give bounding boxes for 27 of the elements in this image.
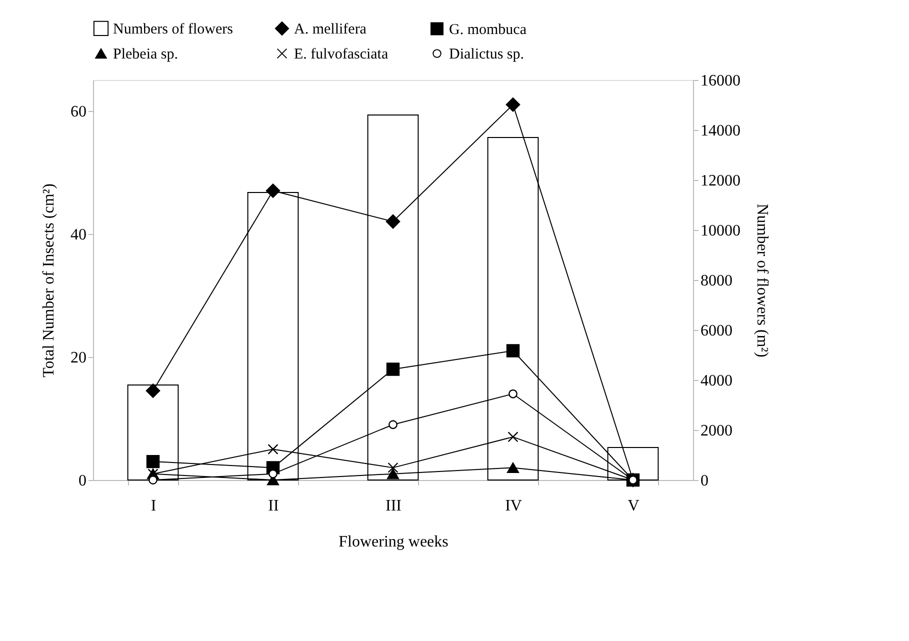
y-tick-label: 60 [70,103,86,120]
y2-tick-label: 14000 [700,122,740,140]
x-tick-label: II [268,498,279,514]
y2-tick-label: 2000 [700,422,732,440]
legend-label: E. fulvofasciata [294,46,388,62]
y-axis-title: Total Number of Insects (cm²) [40,184,58,378]
legend-label: G. mombuca [449,22,527,38]
x-axis-title: Flowering weeks [338,534,448,550]
x-tick-label: I [150,498,156,514]
y2-axis-title: Number of flowers (m²) [754,204,770,358]
y-tick-label: 0 [78,472,86,490]
y2-tick-label: 12000 [700,172,740,190]
y2-tick-label: 4000 [700,372,732,390]
legend-label: A. mellifera [294,21,367,38]
legend-label: Dialictus sp. [449,46,524,62]
x-tick-label: III [386,498,402,514]
y2-tick-label: 16000 [700,72,740,90]
y2-tick-label: 0 [700,472,708,490]
y-tick-label: 20 [70,349,86,366]
y2-tick-label: 6000 [700,322,732,340]
x-tick-label: IV [505,498,522,514]
x-tick-label: V [628,498,640,514]
y2-tick-label: 10000 [700,222,740,240]
legend-label: Plebeia sp. [113,46,178,62]
y-tick-label: 40 [70,226,86,244]
legend-label: Numbers of flowers [113,21,234,38]
y2-tick-label: 8000 [700,272,732,290]
